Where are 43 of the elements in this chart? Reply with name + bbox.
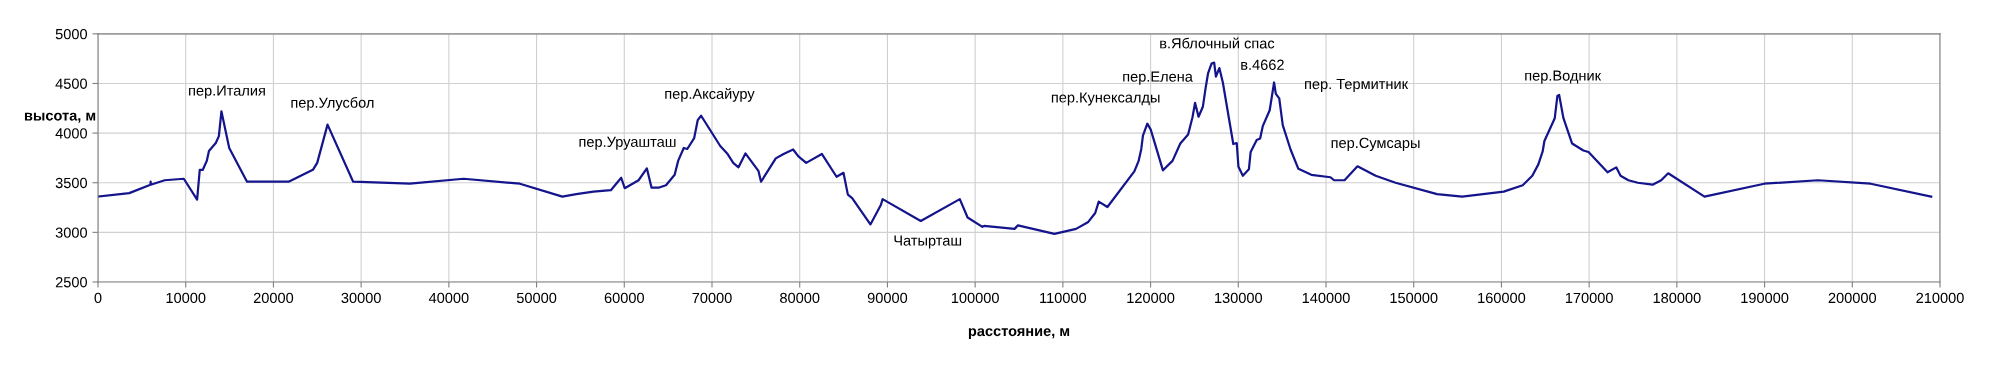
x-tick-label: 20000 xyxy=(253,292,294,304)
y-tick-label: 5000 xyxy=(55,28,88,40)
y-tick-label: 4500 xyxy=(55,78,88,89)
x-tick-label: 110000 xyxy=(1040,292,1087,304)
annotation: пер. Термитник xyxy=(1305,79,1409,93)
x-tick-label: 200000 xyxy=(1828,292,1877,304)
x-tick-label: 60000 xyxy=(604,292,644,304)
x-tick-label: 160000 xyxy=(1478,292,1526,304)
annotation: пер.Уруашташ xyxy=(579,136,676,150)
x-tick-label: 40000 xyxy=(428,292,469,304)
x-tick-label: 210000 xyxy=(1916,292,1964,304)
x-tick-label: 180000 xyxy=(1653,292,1701,304)
x-tick-label: 130000 xyxy=(1215,292,1263,304)
y-tick-label: 2500 xyxy=(55,277,88,288)
annotation: в.Яблочный спас xyxy=(1160,37,1275,49)
y-tick-label: 3000 xyxy=(55,227,88,238)
x-tick-label: 70000 xyxy=(692,292,732,304)
annotation: в.4662 xyxy=(1241,59,1284,70)
x-tick-label: 170000 xyxy=(1565,292,1613,304)
x-tick-label: 190000 xyxy=(1741,292,1789,304)
x-axis-title: расстояние, м xyxy=(968,328,1070,340)
x-tick-label: 100000 xyxy=(951,292,999,304)
x-tick-label: 30000 xyxy=(341,292,381,304)
annotation: пер.Кунексалды xyxy=(1051,92,1160,106)
x-tick-label: 120000 xyxy=(1127,292,1175,304)
x-tick-label: 90000 xyxy=(867,292,908,304)
y-tick-label: 4000 xyxy=(55,128,88,139)
x-tick-label: 50000 xyxy=(516,292,557,304)
annotation: пер.Елена xyxy=(1123,71,1193,85)
x-tick-label: 10000 xyxy=(166,292,206,304)
x-tick-label: 150000 xyxy=(1390,292,1438,304)
y-axis-title: высота, м xyxy=(24,112,96,123)
x-tick-label: 140000 xyxy=(1302,292,1350,304)
annotation: пер.Водник xyxy=(1525,70,1602,84)
y-tick-label: 3500 xyxy=(55,177,88,189)
annotation: пер.Аксайуру xyxy=(665,87,755,102)
annotation: пер.Улусбол xyxy=(291,96,374,111)
x-tick-label: 80000 xyxy=(780,292,820,304)
line-series xyxy=(98,61,1933,235)
annotation: пер.Италия xyxy=(189,85,265,99)
annotation: Чатырташ xyxy=(894,235,962,249)
x-tick-label: 0 xyxy=(94,292,102,304)
annotation: пер.Сумсары xyxy=(1331,137,1420,151)
